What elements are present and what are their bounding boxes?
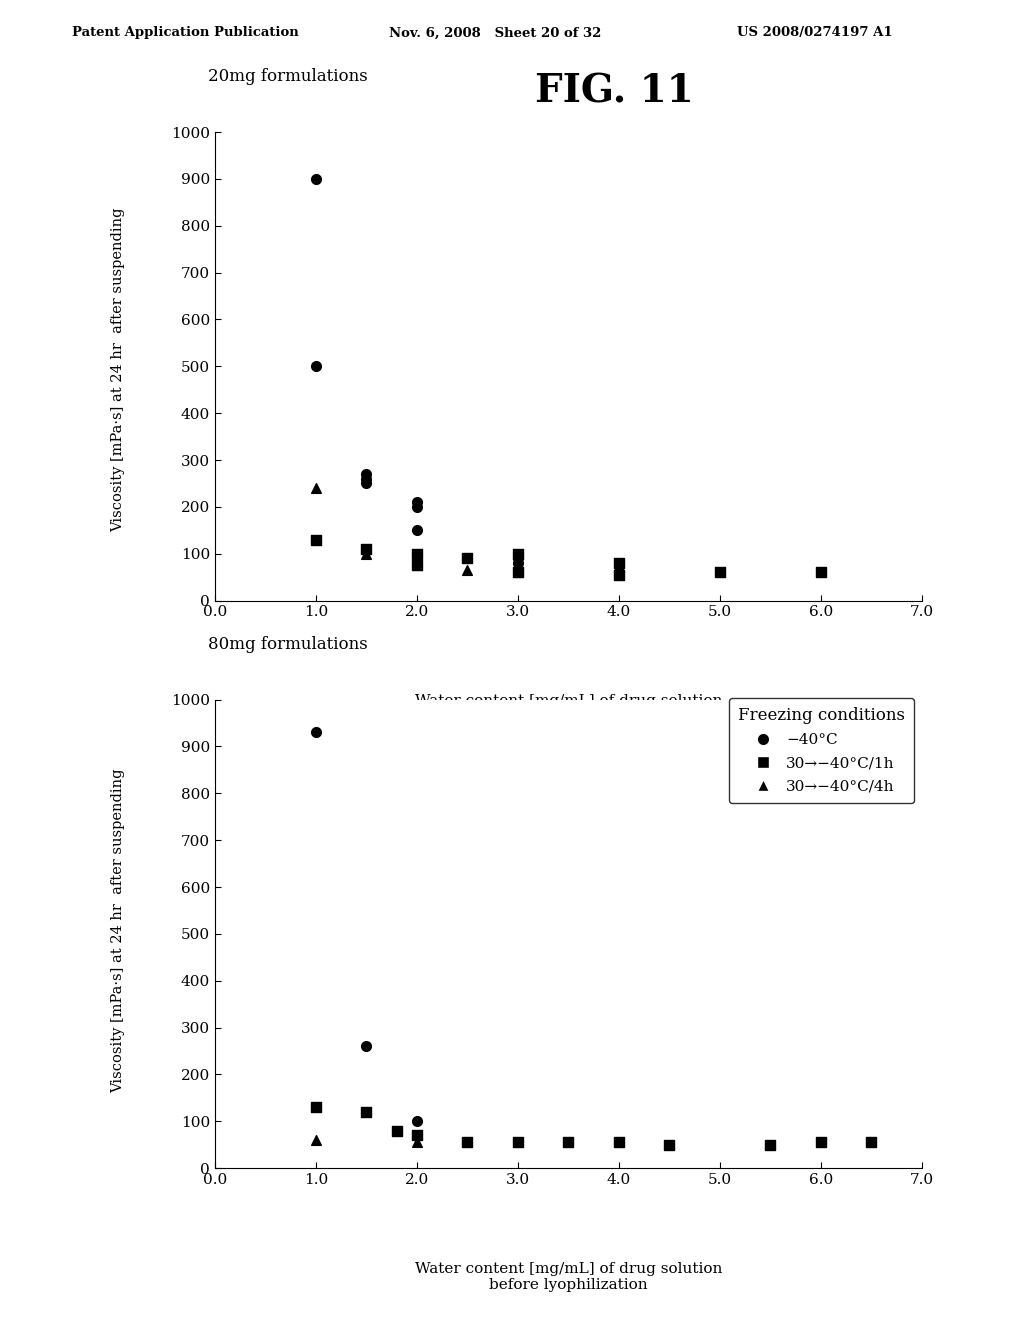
Point bbox=[308, 169, 325, 190]
Point bbox=[510, 543, 526, 564]
Point bbox=[409, 554, 425, 576]
Text: Viscosity [mPa·s] at 24 hr  after suspending: Viscosity [mPa·s] at 24 hr after suspend… bbox=[111, 207, 125, 532]
Point bbox=[510, 548, 526, 569]
Text: 80mg formulations: 80mg formulations bbox=[208, 636, 368, 653]
Point bbox=[812, 1131, 828, 1152]
Point bbox=[358, 543, 375, 564]
Point bbox=[308, 722, 325, 743]
Point bbox=[610, 564, 627, 585]
Point bbox=[308, 529, 325, 550]
Point bbox=[409, 520, 425, 541]
Point bbox=[409, 1131, 425, 1152]
Point bbox=[459, 560, 475, 581]
Point bbox=[409, 543, 425, 564]
Text: US 2008/0274197 A1: US 2008/0274197 A1 bbox=[737, 26, 893, 40]
Point bbox=[358, 463, 375, 484]
Point bbox=[358, 473, 375, 494]
Point bbox=[308, 1130, 325, 1151]
Point bbox=[812, 562, 828, 583]
Point bbox=[510, 1131, 526, 1152]
Point bbox=[610, 553, 627, 574]
Point bbox=[409, 554, 425, 576]
Point bbox=[308, 1097, 325, 1118]
Point bbox=[510, 562, 526, 583]
Point bbox=[358, 1036, 375, 1057]
Point bbox=[409, 491, 425, 512]
Text: Water content [mg/mL] of drug solution
before lyophilization: Water content [mg/mL] of drug solution b… bbox=[415, 694, 722, 725]
Point bbox=[358, 539, 375, 560]
Point bbox=[459, 1131, 475, 1152]
Point bbox=[662, 1134, 678, 1155]
Point bbox=[358, 469, 375, 490]
Point bbox=[308, 355, 325, 378]
Point bbox=[409, 1125, 425, 1146]
Text: Water content [mg/mL] of drug solution
before lyophilization: Water content [mg/mL] of drug solution b… bbox=[415, 1262, 722, 1292]
Point bbox=[510, 562, 526, 583]
Point bbox=[388, 1121, 404, 1142]
Point bbox=[762, 1134, 778, 1155]
Point bbox=[610, 553, 627, 574]
Legend: −40°C, 30→−40°C/1h, 30→−40°C/4h: −40°C, 30→−40°C/1h, 30→−40°C/4h bbox=[729, 698, 914, 803]
Point bbox=[610, 562, 627, 583]
Point bbox=[510, 553, 526, 574]
Point bbox=[409, 543, 425, 564]
Point bbox=[610, 1131, 627, 1152]
Text: Nov. 6, 2008   Sheet 20 of 32: Nov. 6, 2008 Sheet 20 of 32 bbox=[389, 26, 601, 40]
Point bbox=[308, 478, 325, 499]
Point bbox=[358, 1101, 375, 1122]
Text: FIG. 11: FIG. 11 bbox=[535, 73, 694, 111]
Point bbox=[409, 496, 425, 517]
Point bbox=[712, 562, 728, 583]
Point bbox=[863, 1131, 880, 1152]
Point bbox=[409, 1110, 425, 1131]
Point bbox=[560, 1131, 577, 1152]
Text: Viscosity [mPa·s] at 24 hr  after suspending: Viscosity [mPa·s] at 24 hr after suspend… bbox=[111, 768, 125, 1093]
Text: 20mg formulations: 20mg formulations bbox=[208, 69, 368, 84]
Text: Patent Application Publication: Patent Application Publication bbox=[72, 26, 298, 40]
Point bbox=[459, 548, 475, 569]
